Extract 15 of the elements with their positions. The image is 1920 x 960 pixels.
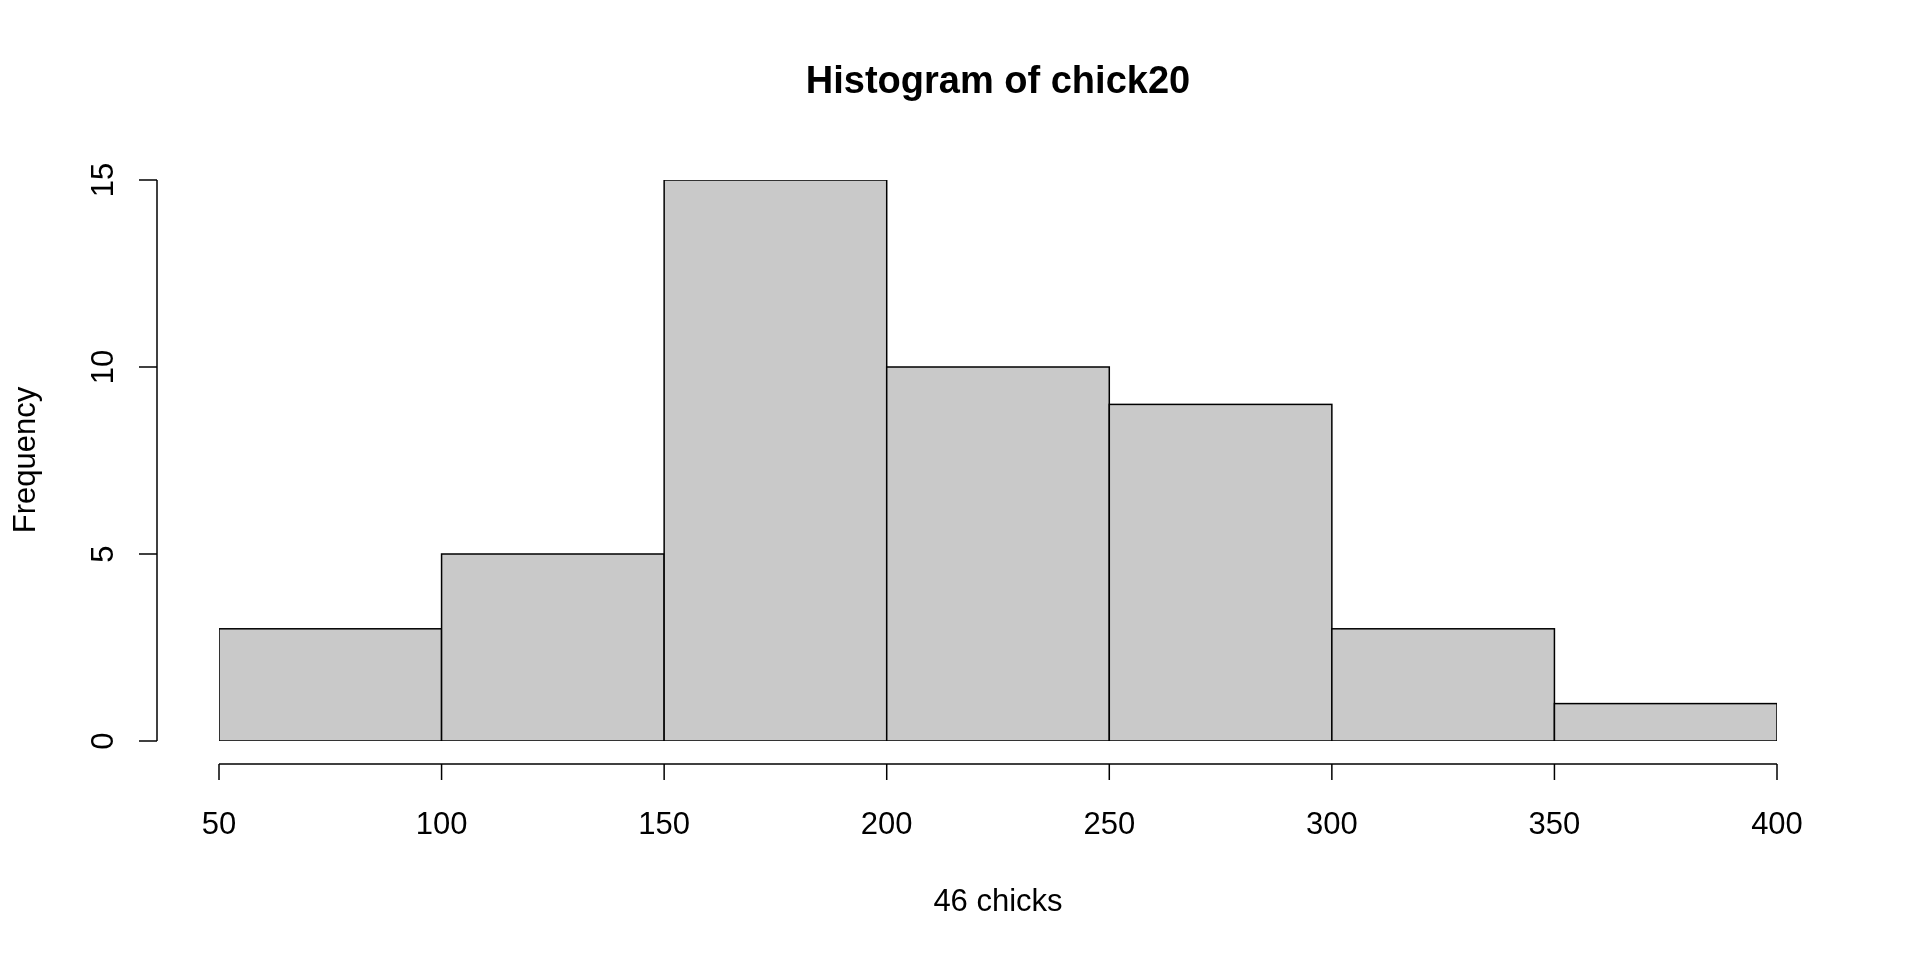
x-tick-label: 100 bbox=[415, 806, 468, 842]
x-tick-label: 200 bbox=[860, 806, 913, 842]
y-tick-label: 10 bbox=[85, 349, 120, 385]
y-tick-label: 0 bbox=[85, 732, 120, 750]
x-tick-label: 150 bbox=[638, 806, 691, 842]
x-tick-label: 300 bbox=[1305, 806, 1358, 842]
y-tick-label: 15 bbox=[85, 162, 120, 198]
y-axis-title: Frequency bbox=[6, 386, 42, 534]
x-axis-title: 46 chicks bbox=[933, 882, 1063, 918]
x-tick-label: 400 bbox=[1751, 806, 1803, 842]
y-tick-label: 5 bbox=[85, 545, 120, 563]
x-tick-label: 50 bbox=[201, 806, 237, 842]
x-tick-label: 250 bbox=[1083, 806, 1136, 842]
chart-title: Histogram of chick20 bbox=[805, 59, 1191, 101]
x-tick-label: 350 bbox=[1528, 806, 1581, 842]
